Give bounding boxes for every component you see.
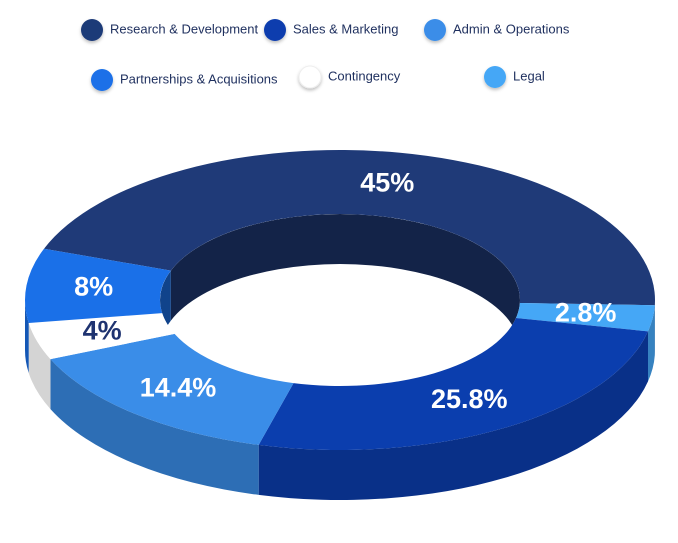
legend-label: Sales & Marketing bbox=[293, 21, 399, 36]
top-faces bbox=[25, 150, 656, 451]
slice-side bbox=[50, 359, 259, 495]
slice-side bbox=[25, 300, 29, 373]
slice-inner-side bbox=[170, 214, 520, 350]
legend-swatch bbox=[424, 19, 446, 41]
slice-label: 8% bbox=[74, 272, 113, 302]
slice bbox=[25, 248, 171, 323]
labels: 45% 2.8% 25.8% 14.4% 4% 8% bbox=[74, 167, 616, 413]
slice bbox=[516, 303, 655, 332]
legend-swatch bbox=[484, 66, 506, 88]
legend-label: Admin & Operations bbox=[453, 21, 570, 36]
slice bbox=[258, 318, 649, 451]
slice-side bbox=[258, 331, 649, 501]
slice-label: 45% bbox=[360, 167, 414, 197]
slice-side bbox=[28, 322, 51, 410]
legend-label: Legal bbox=[513, 68, 545, 83]
slice bbox=[50, 333, 294, 445]
slice bbox=[28, 313, 175, 360]
legend-swatch bbox=[298, 65, 322, 89]
legend-label: Research & Development bbox=[110, 21, 259, 36]
slice-label: 2.8% bbox=[555, 298, 617, 328]
slice-label: 4% bbox=[83, 316, 122, 346]
legend-label: Partnerships & Acquisitions bbox=[120, 71, 278, 86]
legend-label: Contingency bbox=[328, 68, 401, 83]
slice-label: 25.8% bbox=[431, 384, 508, 414]
slice-label: 14.4% bbox=[140, 372, 217, 402]
legend-swatch bbox=[91, 69, 113, 91]
slice bbox=[44, 150, 656, 306]
slice-side bbox=[648, 305, 655, 382]
legend-swatch bbox=[264, 19, 286, 41]
legend: Research & Development Sales & Marketing A… bbox=[81, 19, 570, 91]
walls bbox=[25, 300, 655, 501]
legend-swatch bbox=[81, 19, 103, 41]
